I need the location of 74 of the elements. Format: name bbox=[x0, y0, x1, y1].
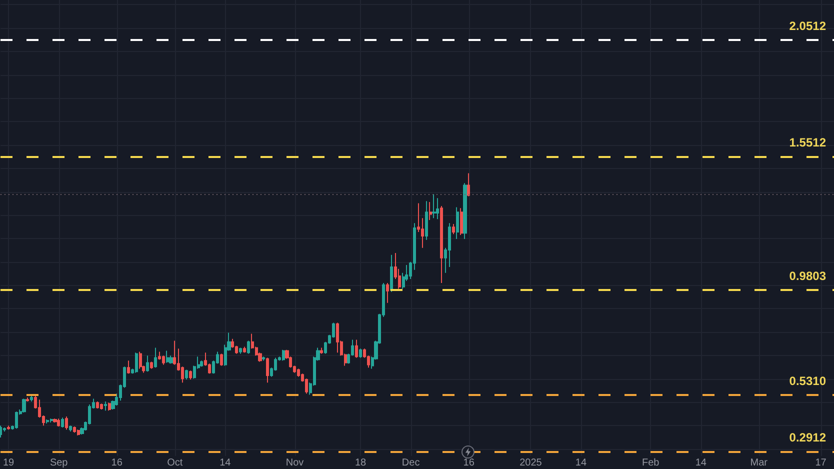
candlestick bbox=[46, 419, 49, 424]
candlestick bbox=[139, 351, 142, 370]
x-tick-label: 16 bbox=[111, 458, 123, 468]
x-tick-label: 2025 bbox=[520, 458, 542, 468]
candlestick bbox=[432, 194, 436, 219]
candlestick bbox=[336, 322, 339, 354]
candlestick bbox=[297, 368, 300, 378]
candlestick bbox=[127, 360, 130, 374]
candlestick bbox=[239, 347, 242, 354]
x-tick-label: Nov bbox=[286, 458, 304, 468]
candlestick bbox=[26, 397, 29, 402]
ref-line-label: 2.0512 bbox=[789, 18, 826, 33]
candlestick bbox=[61, 417, 64, 428]
candlestick bbox=[50, 418, 53, 424]
candlestick bbox=[150, 361, 153, 370]
candlestick bbox=[162, 355, 165, 366]
x-tick-label: Dec bbox=[402, 458, 420, 468]
candlestick bbox=[30, 395, 33, 402]
candlestick bbox=[65, 416, 68, 430]
candlestick bbox=[355, 339, 358, 358]
candlestick bbox=[456, 206, 459, 240]
candlestick bbox=[220, 353, 223, 366]
ref-line-label: 1.5512 bbox=[789, 136, 826, 150]
candlestick bbox=[320, 347, 323, 354]
ref-line-label: 0.9803 bbox=[789, 268, 826, 283]
candlestick bbox=[22, 398, 26, 414]
candlestick bbox=[440, 206, 443, 284]
candlestick bbox=[169, 355, 173, 364]
x-tick-label: 16 bbox=[463, 458, 475, 468]
candlestick bbox=[69, 425, 72, 432]
candlestick bbox=[108, 402, 111, 412]
candlestick bbox=[73, 426, 76, 434]
candlestick bbox=[15, 411, 18, 430]
candlestick bbox=[7, 425, 10, 430]
candlestick bbox=[262, 356, 265, 362]
candlestick bbox=[200, 360, 203, 368]
candlestick bbox=[53, 418, 57, 424]
candlestick bbox=[436, 198, 439, 220]
candlestick bbox=[166, 350, 169, 364]
x-tick-label: Feb bbox=[642, 458, 660, 468]
candlestick bbox=[460, 208, 463, 236]
candlestick bbox=[425, 200, 428, 240]
x-tick-label: 19 bbox=[3, 458, 15, 468]
candlestick bbox=[189, 370, 192, 380]
x-tick-label: Oct bbox=[167, 458, 183, 468]
candlestick bbox=[104, 401, 107, 412]
candlestick bbox=[390, 254, 393, 292]
x-tick-label: 14 bbox=[220, 458, 232, 468]
candlestick bbox=[429, 202, 432, 221]
ref-line-label: 0.5310 bbox=[789, 374, 826, 388]
candlestick bbox=[247, 340, 250, 354]
x-tick-label: 17 bbox=[815, 458, 827, 468]
candlestick bbox=[282, 349, 285, 362]
candlestick bbox=[452, 224, 455, 235]
candlestick bbox=[154, 347, 157, 368]
candlestick bbox=[77, 429, 80, 436]
candlestick bbox=[266, 357, 269, 384]
x-tick-label: Mar bbox=[750, 458, 768, 468]
candlestick bbox=[96, 401, 99, 410]
candlestick bbox=[463, 182, 467, 240]
candlestick bbox=[243, 346, 246, 354]
candlestick bbox=[100, 403, 103, 410]
candlestick bbox=[146, 355, 149, 372]
x-tick-label: 18 bbox=[354, 458, 367, 468]
x-tick-label: 14 bbox=[695, 458, 707, 468]
candlestick bbox=[185, 369, 188, 380]
ref-line-label: 0.2912 bbox=[789, 430, 826, 444]
candlestick bbox=[467, 172, 470, 197]
candlestick bbox=[359, 348, 362, 358]
candlestick bbox=[57, 418, 60, 428]
x-tick-label: 14 bbox=[575, 458, 587, 468]
x-tick-label: Sep bbox=[50, 458, 68, 468]
candlestick bbox=[386, 282, 389, 304]
candlestick bbox=[135, 352, 138, 374]
